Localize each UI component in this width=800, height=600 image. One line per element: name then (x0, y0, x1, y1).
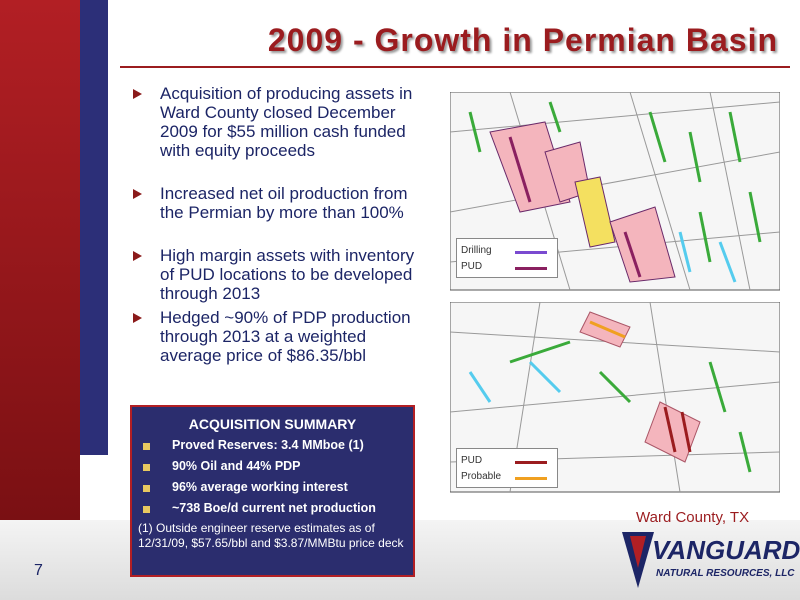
summary-title: ACQUISITION SUMMARY (188, 416, 357, 432)
legend-swatch (515, 461, 547, 464)
blue-band (80, 0, 108, 455)
summary-item: 90% Oil and 44% PDP (172, 459, 301, 473)
summary-marker (143, 485, 150, 492)
bullet: High margin assets with inventory of PUD… (160, 246, 415, 303)
probable-line (589, 320, 626, 339)
legend-bottom: PUD Probable (456, 448, 558, 488)
pud-line (508, 136, 532, 203)
bullet: Hedged ~90% of PDP production through 20… (160, 308, 411, 365)
summary-item: ~738 Boe/d current net production (172, 501, 376, 515)
map-caption: Ward County, TX (636, 509, 750, 526)
logo-v-inner (630, 536, 646, 568)
wells-blue (468, 360, 562, 403)
legend-label: Drilling (461, 245, 492, 256)
logo-subtitle: NATURAL RESOURCES, LLC (656, 568, 795, 579)
summary-marker (143, 464, 150, 471)
summary-item: 96% average working interest (172, 480, 348, 494)
page-number: 7 (34, 562, 43, 579)
bullet-arrow (133, 313, 142, 323)
summary-marker (143, 443, 150, 450)
legend-swatch (515, 267, 547, 270)
logo-mark (622, 532, 654, 588)
legend-swatch (515, 251, 547, 254)
area (609, 206, 676, 283)
slide-title: 2009 - Growth in Permian Basin (267, 22, 778, 58)
wells (468, 101, 762, 263)
title-rule (120, 66, 790, 68)
legend-label: PUD (461, 455, 483, 466)
wells-blue (678, 231, 737, 283)
legend-label: Probable (461, 471, 502, 482)
area (644, 401, 701, 463)
bullet-arrow (133, 189, 142, 199)
red-band (0, 0, 80, 520)
pud-line (623, 231, 642, 278)
legend-top: Drilling PUD (456, 238, 558, 278)
summary-item: Proved Reserves: 3.4 MMboe (1) (172, 438, 364, 452)
area (574, 176, 616, 248)
bullet: Increased net oil production from the Pe… (160, 184, 408, 222)
legend-swatch (515, 477, 547, 480)
legend-label: PUD (461, 261, 483, 272)
pud-line (663, 406, 677, 453)
bullet-arrow (133, 89, 142, 99)
bullet: Acquisition of producing assets in Ward … (160, 84, 413, 160)
summary-box (130, 405, 415, 577)
logo-name: VANGUARD (652, 535, 800, 565)
wells (509, 340, 752, 473)
bullet-arrow (133, 251, 142, 261)
pud-line (680, 411, 692, 453)
summary-marker (143, 506, 150, 513)
area (489, 121, 571, 213)
summary-footnote: (1) Outside engineer reserve estimates a… (138, 521, 404, 550)
